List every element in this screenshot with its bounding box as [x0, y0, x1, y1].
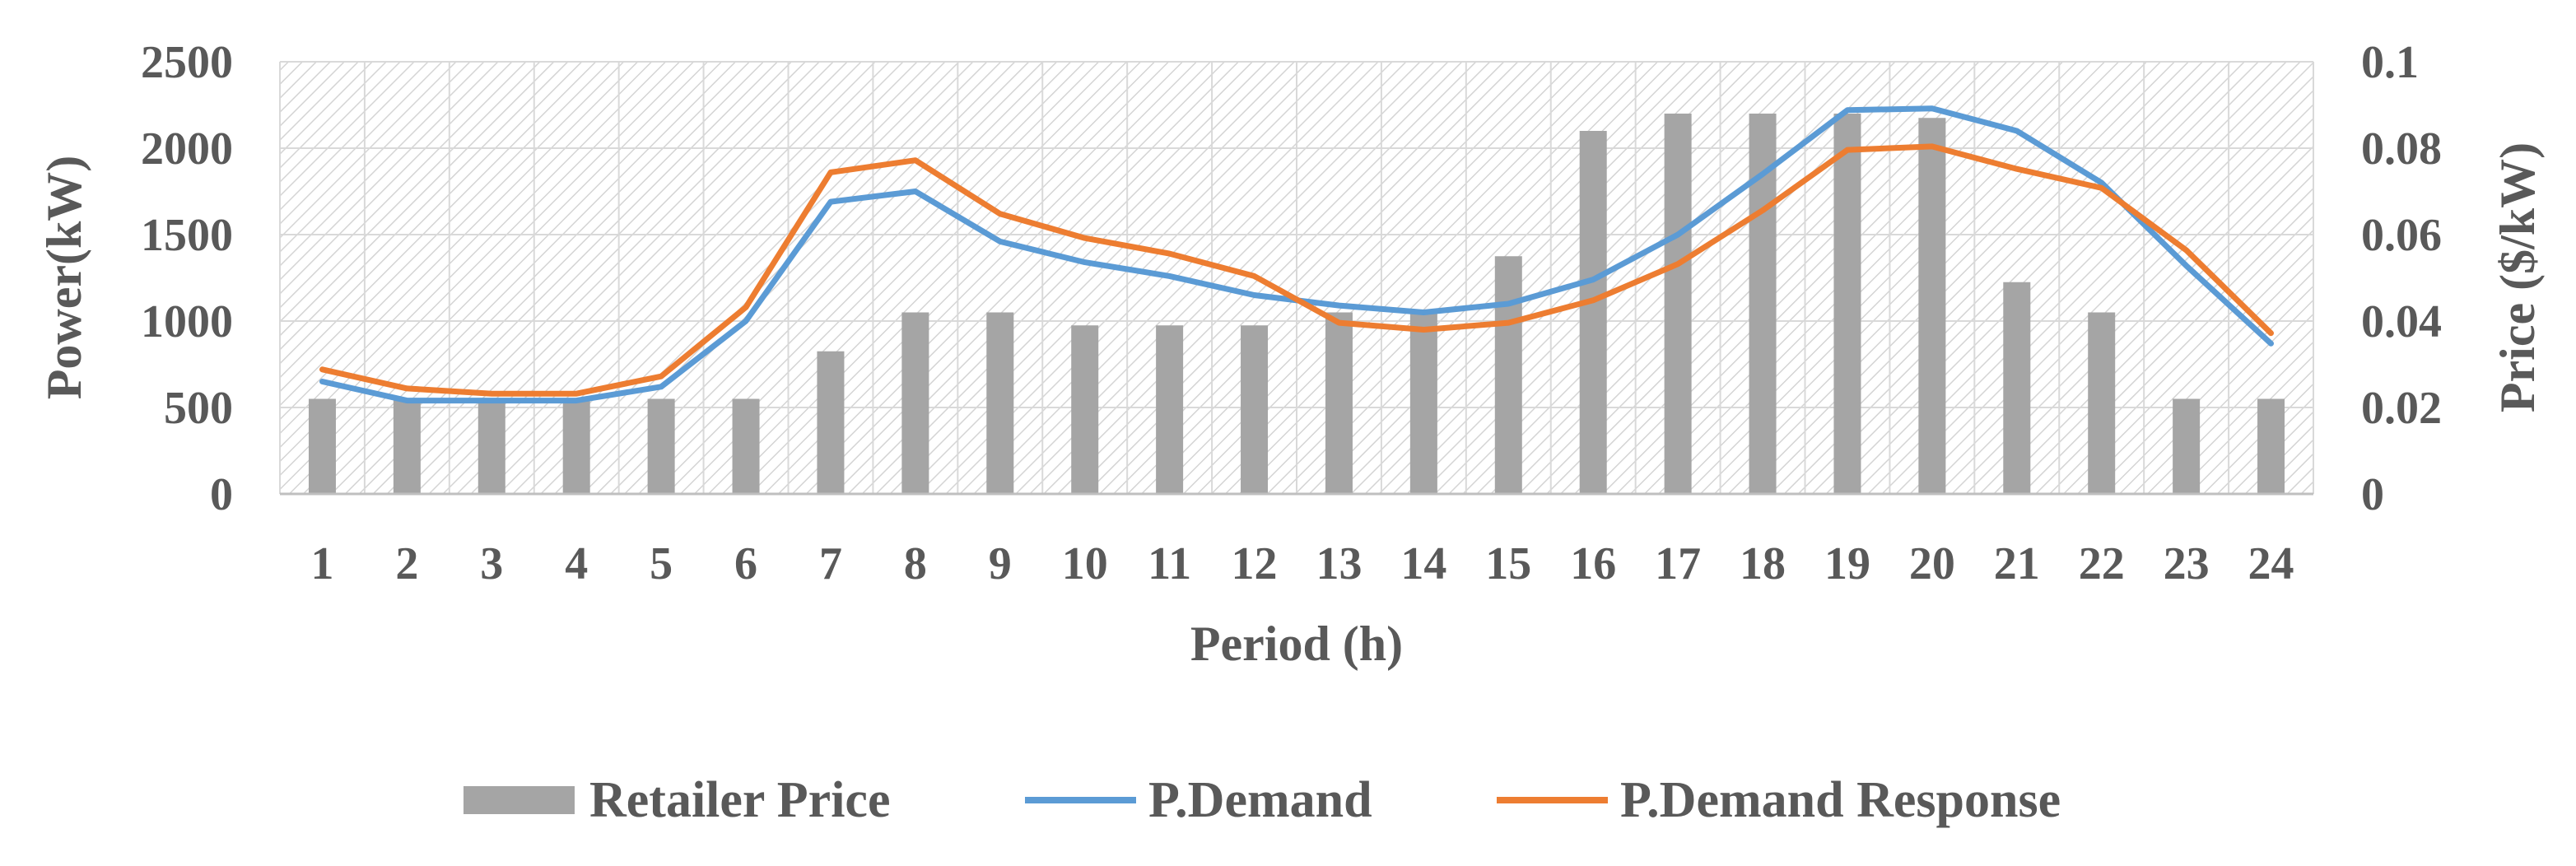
bar-retailer-price [901, 312, 929, 494]
x-tick-label: 22 [2079, 538, 2125, 589]
bar-retailer-price [1833, 114, 1861, 494]
y-left-tick-labels: 0 500 1000 1500 2000 2500 [141, 37, 233, 520]
y-left-tick-label: 1000 [141, 296, 233, 347]
x-tick-label: 7 [819, 538, 842, 589]
gridlines [279, 61, 2314, 495]
bar-retailer-price [1071, 325, 1099, 494]
bar-retailer-price [986, 312, 1014, 494]
y-left-tick-label: 2000 [141, 123, 233, 175]
x-axis-title: Period (h) [1190, 617, 1403, 671]
bar-retailer-price [1409, 312, 1437, 494]
legend: Retailer Price P.Demand P.Demand Respons… [463, 772, 2061, 828]
bar-retailer-price [1579, 131, 1607, 494]
legend-swatch-retailer-price [463, 786, 575, 814]
y-right-tick-label: 0.04 [2361, 296, 2442, 347]
bar-retailer-price [2003, 282, 2031, 494]
bar-retailer-price [308, 398, 336, 494]
y-left-tick-label: 1500 [141, 210, 233, 261]
bar-retailer-price [1325, 312, 1353, 494]
x-tick-label: 11 [1148, 538, 1191, 589]
bar-retailer-price [1156, 325, 1184, 494]
x-tick-label: 6 [734, 538, 757, 589]
y-right-tick-label: 0 [2361, 469, 2384, 520]
y-right-tick-label: 0.1 [2361, 37, 2419, 88]
x-tick-label: 20 [1909, 538, 1955, 589]
x-tick-label: 3 [480, 538, 503, 589]
bar-retailer-price [393, 398, 421, 494]
legend-label-p-demand: P.Demand [1148, 772, 1372, 828]
x-tick-label: 8 [904, 538, 927, 589]
bar-retailer-price [2257, 398, 2285, 494]
x-tick-label: 13 [1316, 538, 1362, 589]
bar-retailer-price [1241, 325, 1269, 494]
y-right-tick-label: 0.06 [2361, 210, 2442, 261]
x-tick-label: 9 [989, 538, 1012, 589]
x-tick-label: 15 [1485, 538, 1531, 589]
x-tick-label: 17 [1655, 538, 1701, 589]
y-right-axis-title: Price ($/kW) [2490, 142, 2545, 412]
x-tick-labels: 1 2 3 4 5 6 7 8 9 10 11 12 13 14 15 16 17 18 19 20 21 22 23 24 [310, 538, 2294, 589]
bar-retailer-price [732, 398, 760, 494]
series-lines [319, 105, 2274, 404]
x-tick-label: 16 [1570, 538, 1616, 589]
legend-label-p-demand-response: P.Demand Response [1620, 772, 2061, 828]
bars-retailer-price [308, 114, 2285, 494]
y-right-tick-label: 0.02 [2361, 383, 2442, 434]
line-p-demand-response [319, 143, 2274, 397]
y-left-tick-label: 500 [164, 383, 233, 434]
x-tick-label: 2 [395, 538, 418, 589]
x-tick-label: 18 [1740, 538, 1786, 589]
x-tick-label: 4 [565, 538, 588, 589]
x-tick-label: 10 [1062, 538, 1108, 589]
x-tick-label: 23 [2164, 538, 2210, 589]
y-left-axis-title: Power(kW) [37, 156, 91, 400]
x-tick-label: 19 [1824, 538, 1870, 589]
y-right-tick-label: 0.08 [2361, 123, 2442, 175]
y-left-tick-label: 2500 [141, 37, 233, 88]
bar-retailer-price [562, 398, 590, 494]
x-tick-label: 21 [1994, 538, 2040, 589]
legend-label-retailer-price: Retailer Price [589, 772, 890, 828]
bar-retailer-price [2173, 398, 2201, 494]
bar-retailer-price [1664, 114, 1692, 494]
y-left-tick-label: 0 [210, 469, 233, 520]
x-tick-label: 5 [650, 538, 673, 589]
x-tick-label: 24 [2248, 538, 2294, 589]
bar-retailer-price [1918, 118, 1946, 494]
x-tick-label: 14 [1400, 538, 1446, 589]
bar-retailer-price [817, 351, 845, 494]
bar-retailer-price [477, 398, 505, 494]
y-right-tick-labels: 0 0.02 0.04 0.06 0.08 0.1 [2361, 37, 2442, 520]
bar-retailer-price [2088, 312, 2116, 494]
bar-retailer-price [1494, 256, 1522, 494]
x-tick-label: 1 [310, 538, 333, 589]
x-tick-label: 12 [1232, 538, 1278, 589]
bar-retailer-price [647, 398, 675, 494]
